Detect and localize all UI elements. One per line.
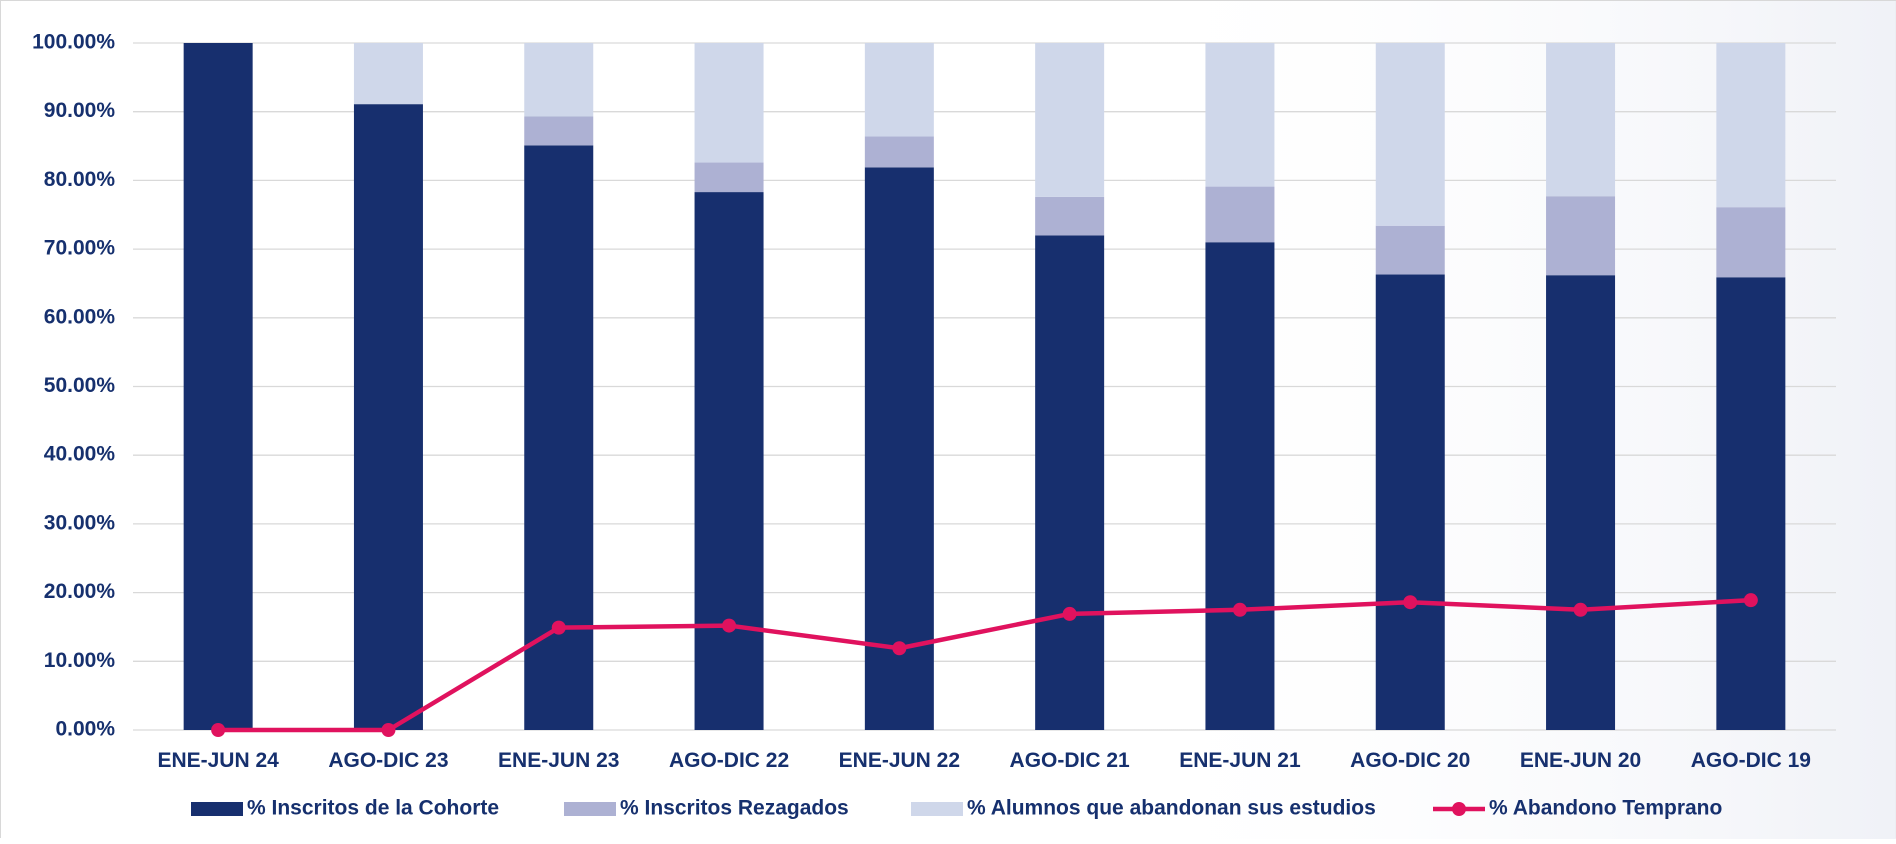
bar-segment-cohorte bbox=[694, 192, 764, 731]
bar-segment-abandonan bbox=[1546, 43, 1616, 197]
line-point bbox=[722, 618, 737, 633]
bar-segment-cohorte bbox=[183, 43, 253, 730]
x-axis-ticks: ENE-JUN 24 AGO-DIC 23 ENE-JUN 23 AGO-DIC 22… bbox=[157, 749, 1810, 772]
legend-swatch bbox=[911, 802, 963, 816]
bar-segment-cohorte bbox=[1035, 235, 1105, 731]
bar-segment-cohorte bbox=[1375, 274, 1445, 730]
bar-segment-abandonan bbox=[524, 43, 594, 117]
legend: % Inscritos de la Cohorte % Inscritos Rez… bbox=[191, 797, 1722, 820]
x-tick-label: AGO-DIC 20 bbox=[1350, 749, 1470, 772]
bar-segment-cohorte bbox=[864, 167, 934, 731]
legend-swatch bbox=[191, 802, 243, 816]
y-tick-label: 70.00% bbox=[44, 237, 116, 260]
bar-segment-rezagados bbox=[524, 116, 594, 146]
legend-label: % Alumnos que abandonan sus estudios bbox=[967, 797, 1376, 820]
bar-segment-abandonan bbox=[1035, 43, 1105, 197]
bar-segment-abandonan bbox=[864, 43, 934, 137]
bar-segment-rezagados bbox=[1546, 196, 1616, 276]
legend-label: % Abandono Temprano bbox=[1489, 797, 1722, 820]
x-tick-label: ENE-JUN 23 bbox=[498, 749, 619, 772]
legend-swatch bbox=[564, 802, 616, 816]
bar-segment-rezagados bbox=[1205, 186, 1275, 243]
x-tick-label: ENE-JUN 21 bbox=[1179, 749, 1301, 772]
line-point bbox=[381, 723, 396, 737]
line-series bbox=[218, 597, 1751, 733]
bars bbox=[183, 43, 1786, 731]
x-tick-label: AGO-DIC 22 bbox=[669, 749, 789, 772]
x-tick-label: ENE-JUN 22 bbox=[839, 749, 960, 772]
line-point bbox=[551, 620, 566, 635]
y-tick-label: 60.00% bbox=[44, 305, 116, 328]
line-point bbox=[892, 641, 907, 656]
y-tick-label: 100.00% bbox=[32, 31, 115, 54]
bar-segment-abandonan bbox=[353, 43, 423, 105]
legend-label: % Inscritos Rezagados bbox=[620, 797, 849, 820]
bar-segment-rezagados bbox=[1035, 196, 1105, 236]
bar-segment-rezagados bbox=[694, 162, 764, 193]
y-tick-label: 40.00% bbox=[44, 443, 116, 466]
y-tick-label: 20.00% bbox=[44, 580, 116, 603]
bar-segment-cohorte bbox=[1716, 277, 1786, 730]
x-tick-label: AGO-DIC 21 bbox=[1010, 749, 1131, 772]
bar-segment-abandonan bbox=[1375, 43, 1445, 226]
bar-segment-abandonan bbox=[694, 43, 764, 163]
line-point bbox=[1573, 602, 1588, 617]
bar-segment-cohorte bbox=[353, 104, 423, 730]
y-tick-label: 0.00% bbox=[55, 718, 115, 741]
legend-marker bbox=[1452, 802, 1466, 816]
bar-segment-rezagados bbox=[864, 136, 934, 168]
y-tick-label: 30.00% bbox=[44, 511, 116, 534]
bar-segment-cohorte bbox=[1546, 275, 1616, 730]
y-tick-label: 50.00% bbox=[44, 374, 116, 397]
line-point bbox=[1062, 606, 1077, 621]
y-axis-ticks: 0.00% 10.00% 20.00% 30.00% 40.00% 50.00% 60.00… bbox=[32, 31, 115, 741]
line-point bbox=[1403, 595, 1418, 610]
y-tick-label: 80.00% bbox=[44, 168, 116, 191]
line-point bbox=[1232, 602, 1247, 617]
bar-segment-cohorte bbox=[1205, 242, 1275, 731]
line-point bbox=[1743, 593, 1758, 608]
bar-segment-rezagados bbox=[1375, 225, 1445, 275]
abandono-line bbox=[211, 593, 1758, 737]
bar-segment-abandonan bbox=[1205, 43, 1275, 187]
legend-label: % Inscritos de la Cohorte bbox=[247, 797, 499, 820]
y-tick-label: 10.00% bbox=[44, 649, 116, 672]
x-tick-label: ENE-JUN 20 bbox=[1520, 749, 1641, 772]
x-tick-label: AGO-DIC 23 bbox=[328, 749, 448, 772]
y-tick-label: 90.00% bbox=[44, 99, 116, 122]
bar-segment-abandonan bbox=[1716, 43, 1786, 208]
x-tick-label: AGO-DIC 19 bbox=[1691, 749, 1811, 772]
x-tick-label: ENE-JUN 24 bbox=[157, 749, 279, 772]
bar-segment-rezagados bbox=[1716, 207, 1786, 278]
line-point bbox=[211, 723, 226, 737]
